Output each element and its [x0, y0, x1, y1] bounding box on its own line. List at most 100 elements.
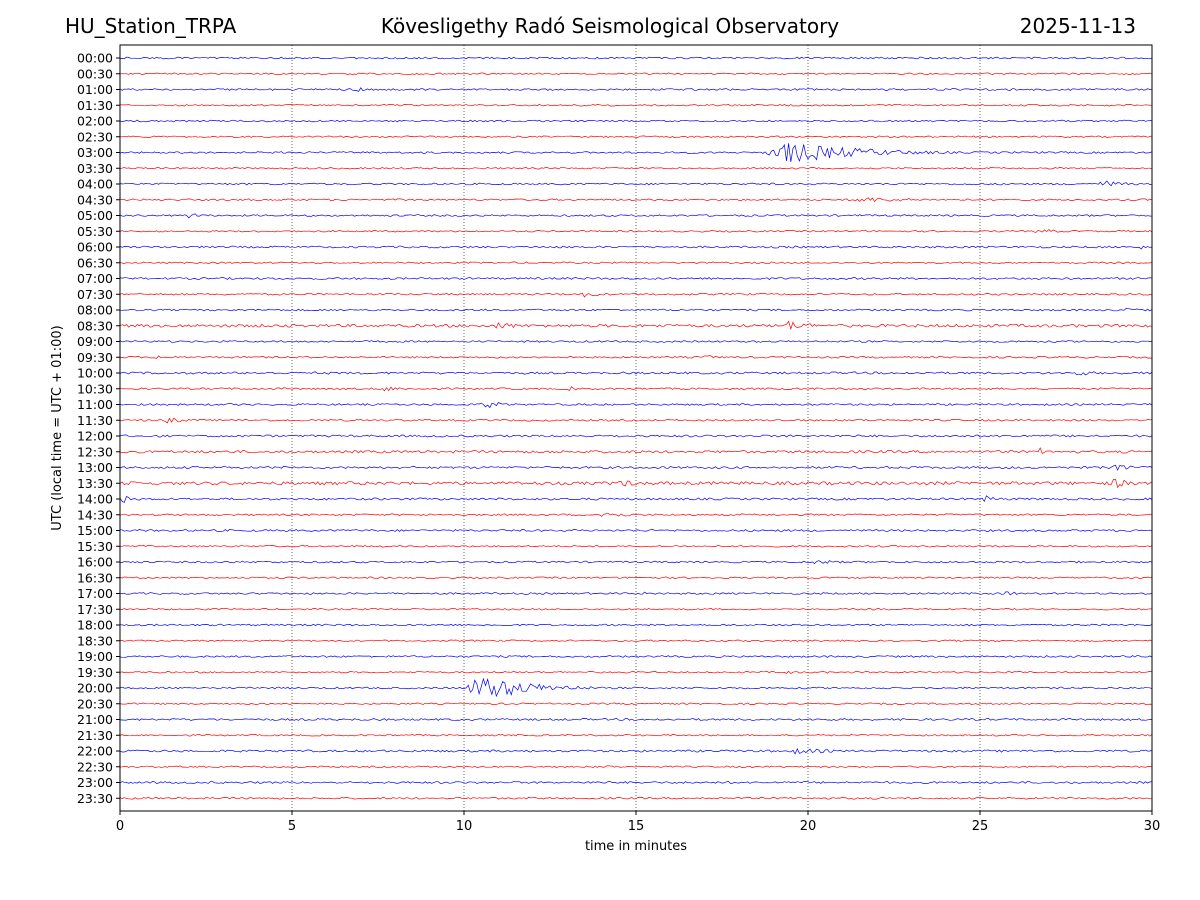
trace-0630 [119, 261, 1153, 264]
trace-1930 [119, 670, 1153, 675]
trace-1330 [119, 478, 1153, 489]
y-tick-label: 13:00 [77, 460, 113, 475]
trace-0200 [119, 119, 1153, 123]
y-tick-label: 03:30 [77, 161, 113, 176]
x-tick-label: 10 [456, 819, 473, 834]
trace-2100 [119, 718, 1153, 721]
trace-0700 [119, 277, 1153, 280]
y-tick-label: 00:30 [77, 66, 113, 81]
x-tick-label: 20 [800, 819, 817, 834]
x-axis-label: time in minutes [585, 839, 687, 854]
trace-1100 [119, 402, 1153, 409]
y-tick-label: 12:30 [77, 444, 113, 459]
y-tick-label: 02:30 [77, 129, 113, 144]
y-tick-label: 01:00 [77, 82, 113, 97]
station-name: HU_Station_TRPA [65, 14, 237, 38]
trace-1430 [119, 512, 1153, 517]
y-axis-label: UTC (local time = UTC + 01:00) [50, 325, 65, 530]
y-tick-label: 11:00 [77, 397, 113, 412]
observatory-title: Kövesligethy Radó Seismological Observat… [380, 14, 840, 38]
y-axis-ticks: 00:0000:3001:0001:3002:0002:3003:0003:30… [77, 51, 120, 806]
y-tick-label: 07:30 [77, 287, 113, 302]
y-tick-label: 14:30 [77, 507, 113, 522]
x-tick-label: 0 [116, 819, 124, 834]
y-tick-label: 21:00 [77, 712, 113, 727]
trace-1830 [119, 639, 1153, 642]
seismic-traces [119, 56, 1153, 800]
trace-1300 [119, 464, 1153, 471]
x-tick-label: 25 [972, 819, 989, 834]
x-tick-label: 30 [1144, 819, 1161, 834]
trace-2130 [119, 733, 1153, 737]
trace-1400 [119, 495, 1153, 503]
y-tick-label: 10:00 [77, 366, 113, 381]
y-tick-label: 00:00 [77, 51, 113, 66]
trace-1000 [119, 371, 1153, 376]
x-tick-label: 5 [288, 819, 296, 834]
y-tick-label: 04:30 [77, 192, 113, 207]
trace-0430 [119, 197, 1153, 203]
y-tick-label: 20:00 [77, 681, 113, 696]
y-tick-label: 16:30 [77, 570, 113, 585]
x-axis-ticks: 0 5 10 15 20 25 30 [116, 811, 1160, 834]
y-tick-label: 01:30 [77, 98, 113, 113]
y-tick-label: 06:00 [77, 240, 113, 255]
y-tick-label: 23:00 [77, 775, 113, 790]
trace-0830 [119, 320, 1153, 331]
y-tick-label: 17:00 [77, 586, 113, 601]
trace-2030 [119, 702, 1153, 706]
y-tick-label: 17:30 [77, 602, 113, 617]
trace-0900 [119, 340, 1153, 343]
trace-0130 [119, 104, 1153, 107]
y-tick-label: 21:30 [77, 728, 113, 743]
trace-1500 [119, 529, 1153, 532]
trace-0230 [119, 135, 1153, 138]
y-tick-label: 09:30 [77, 350, 113, 365]
y-tick-label: 02:00 [77, 114, 113, 129]
y-tick-label: 20:30 [77, 696, 113, 711]
trace-0400 [119, 180, 1153, 187]
y-tick-label: 22:30 [77, 759, 113, 774]
trace-0300 [119, 143, 1153, 163]
trace-0030 [119, 72, 1153, 75]
grid-lines [291, 45, 981, 811]
y-tick-label: 07:00 [77, 271, 113, 286]
trace-0100 [119, 87, 1153, 92]
y-tick-label: 15:30 [77, 539, 113, 554]
trace-2200 [119, 748, 1153, 755]
trace-0600 [119, 245, 1153, 250]
y-tick-label: 08:00 [77, 303, 113, 318]
trace-1230 [119, 447, 1153, 455]
trace-1800 [119, 623, 1153, 627]
y-tick-label: 15:00 [77, 523, 113, 538]
trace-2230 [119, 765, 1153, 769]
y-tick-label: 11:30 [77, 413, 113, 428]
y-tick-label: 23:30 [77, 791, 113, 806]
trace-0930 [119, 355, 1153, 359]
trace-1600 [120, 560, 1153, 564]
trace-0500 [119, 213, 1153, 219]
y-tick-label: 05:00 [77, 208, 113, 223]
trace-2300 [119, 781, 1153, 784]
trace-1630 [119, 576, 1153, 579]
y-tick-label: 08:30 [77, 318, 113, 333]
trace-0000 [119, 56, 1153, 60]
trace-1030 [119, 386, 1153, 392]
y-tick-label: 06:30 [77, 255, 113, 270]
trace-1530 [119, 544, 1153, 548]
y-tick-label: 22:00 [77, 744, 113, 759]
trace-0530 [119, 229, 1153, 233]
y-tick-label: 04:00 [77, 177, 113, 192]
y-tick-label: 14:00 [77, 492, 113, 507]
trace-2330 [119, 796, 1153, 800]
y-tick-label: 19:00 [77, 649, 113, 664]
trace-1200 [119, 434, 1153, 438]
y-tick-label: 10:30 [77, 381, 113, 396]
y-tick-label: 09:00 [77, 334, 113, 349]
trace-1700 [119, 591, 1153, 596]
y-tick-label: 05:30 [77, 224, 113, 239]
y-tick-label: 19:30 [77, 665, 113, 680]
trace-1900 [119, 655, 1153, 658]
record-date: 2025-11-13 [1019, 14, 1136, 38]
y-tick-label: 18:30 [77, 633, 113, 648]
